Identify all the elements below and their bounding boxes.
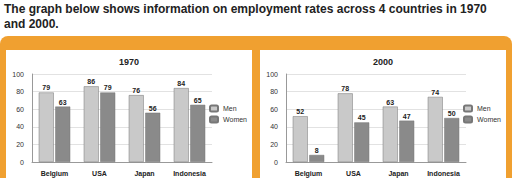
svg-text:USA: USA: [92, 170, 107, 177]
svg-text:0: 0: [274, 159, 278, 166]
svg-text:Indonesia: Indonesia: [427, 170, 460, 177]
svg-text:2000: 2000: [373, 57, 393, 67]
svg-text:Belgium: Belgium: [295, 170, 323, 178]
svg-text:Women: Women: [477, 116, 501, 123]
svg-text:74: 74: [431, 89, 439, 96]
svg-text:65: 65: [194, 97, 202, 104]
svg-text:Men: Men: [477, 105, 491, 112]
svg-text:1970: 1970: [119, 57, 139, 67]
svg-text:56: 56: [149, 105, 157, 112]
svg-text:63: 63: [386, 99, 394, 106]
svg-text:20: 20: [16, 141, 24, 148]
svg-text:100: 100: [12, 71, 24, 78]
svg-text:84: 84: [177, 80, 185, 87]
svg-text:Belgium: Belgium: [41, 170, 69, 178]
svg-text:76: 76: [132, 87, 140, 94]
svg-text:Japan: Japan: [134, 170, 154, 178]
svg-text:60: 60: [270, 106, 278, 113]
svg-text:40: 40: [270, 123, 278, 130]
svg-text:USA: USA: [346, 170, 361, 177]
html-text:The graph below shows informat: The graph below shows information on emp…: [4, 2, 487, 31]
svg-text:47: 47: [403, 113, 411, 120]
svg-text:Men: Men: [223, 105, 237, 112]
svg-text:45: 45: [358, 114, 366, 121]
svg-text:50: 50: [448, 110, 456, 117]
svg-text:100: 100: [266, 71, 278, 78]
svg-text:8: 8: [315, 147, 319, 154]
svg-text:78: 78: [341, 85, 349, 92]
svg-text:Japan: Japan: [388, 170, 408, 178]
svg-text:63: 63: [59, 99, 67, 106]
svg-text:0: 0: [20, 159, 24, 166]
svg-text:79: 79: [42, 84, 50, 91]
svg-text:52: 52: [296, 108, 304, 115]
svg-text:40: 40: [16, 123, 24, 130]
svg-text:60: 60: [16, 106, 24, 113]
svg-text:Women: Women: [223, 116, 247, 123]
svg-text:Indonesia: Indonesia: [173, 170, 206, 177]
svg-text:20: 20: [270, 141, 278, 148]
svg-text:86: 86: [87, 78, 95, 85]
svg-text:79: 79: [104, 84, 112, 91]
svg-text:80: 80: [16, 88, 24, 95]
svg-text:80: 80: [270, 88, 278, 95]
